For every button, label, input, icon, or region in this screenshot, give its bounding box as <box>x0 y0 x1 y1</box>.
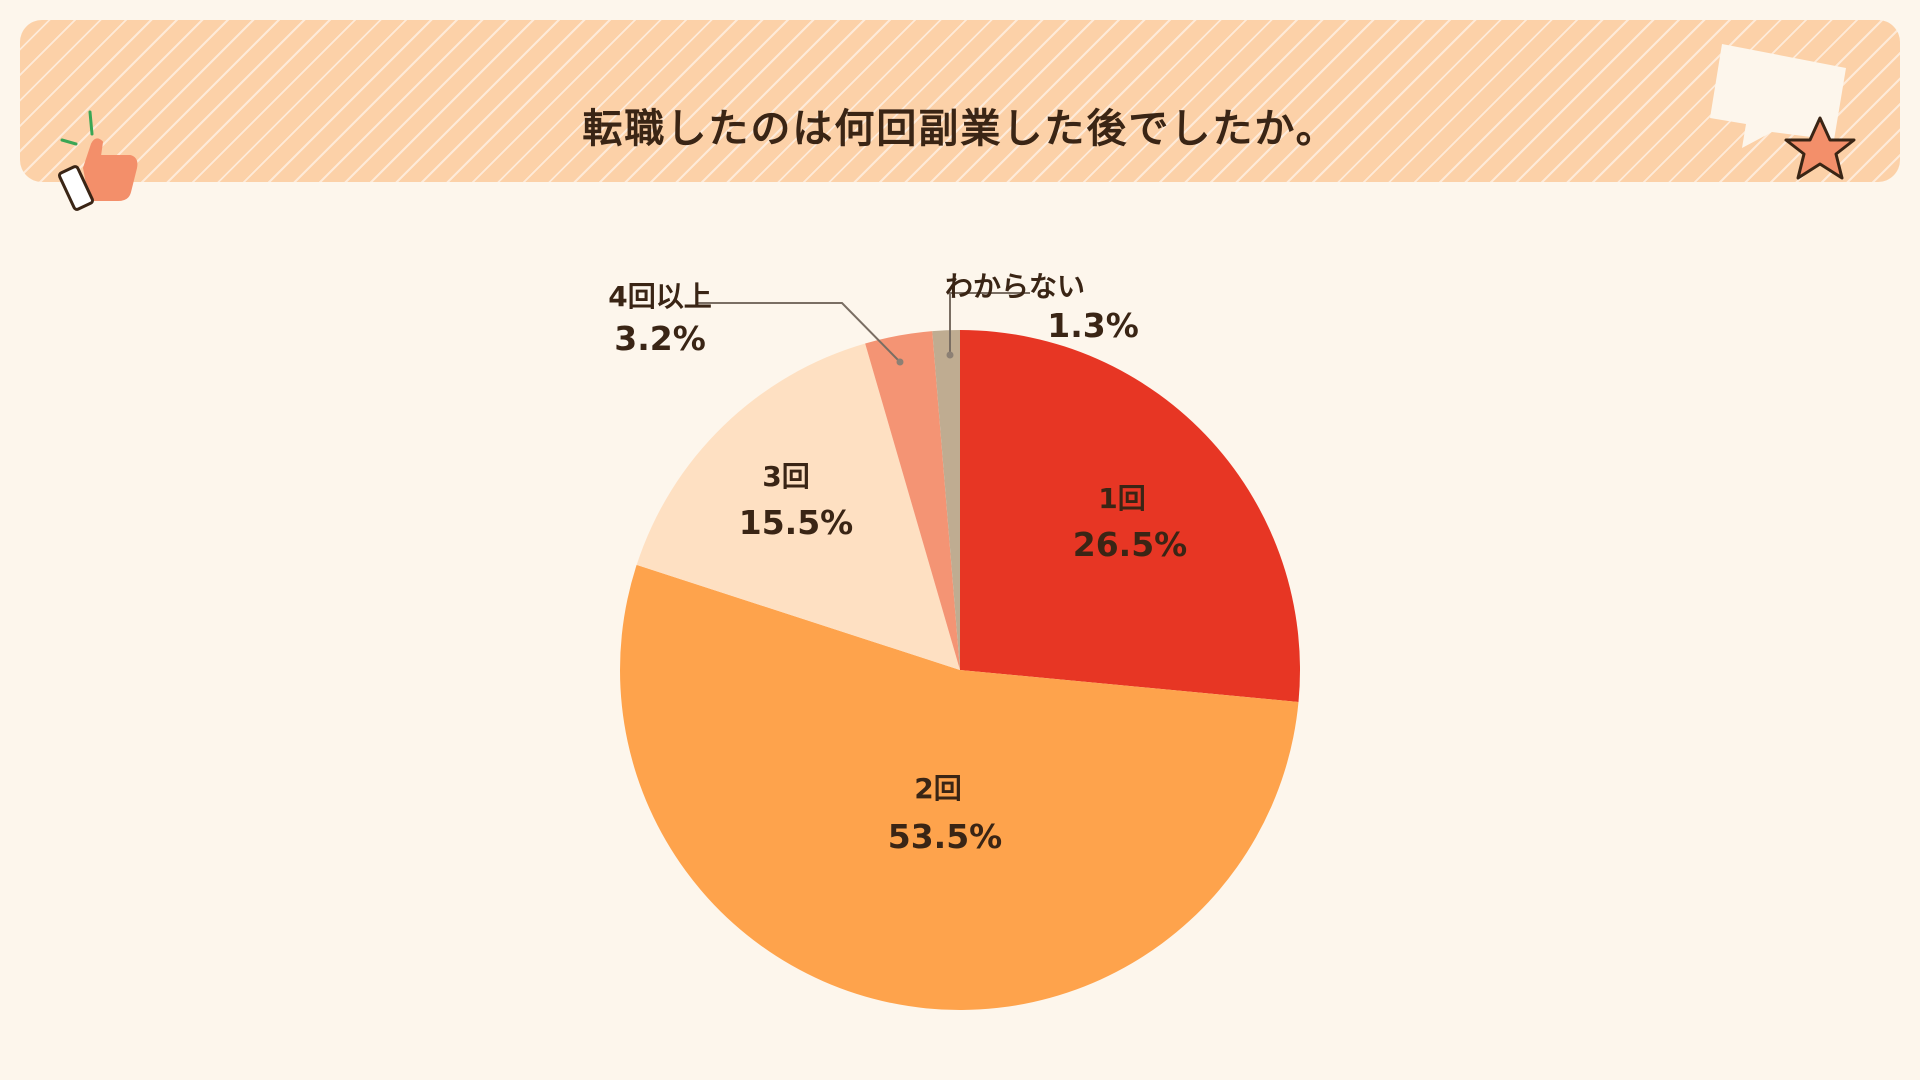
pie-slice-3 <box>636 343 960 670</box>
slice-value-1: 26.5% <box>1073 525 1188 564</box>
slice-label-1: 1回 <box>1098 482 1145 515</box>
pie-slice-4 <box>865 331 960 670</box>
leader-line-4 <box>696 302 901 363</box>
pie-slice-1 <box>960 330 1300 702</box>
speech-bubble-icon <box>1710 44 1856 180</box>
leader-line-5 <box>949 292 1030 355</box>
slice-value-5: 1.3% <box>1047 306 1139 345</box>
chart-title: 転職したのは何回副業した後でしたか。 <box>582 106 1338 152</box>
slice-value-3: 15.5% <box>739 503 854 542</box>
slice-value-4: 3.2% <box>614 319 706 358</box>
slice-label-2: 2回 <box>914 772 961 805</box>
slice-label-5: わからない <box>945 270 1085 303</box>
slice-label-4: 4回以上 <box>608 280 711 313</box>
title-banner: 転職したのは何回副業した後でしたか。 <box>20 20 1900 182</box>
slice-value-2: 53.5% <box>888 817 1003 856</box>
leader-dot-4 <box>896 358 904 366</box>
leader-dot-5 <box>946 351 954 359</box>
pie-slice-5 <box>932 330 960 670</box>
star-icon <box>1784 116 1856 180</box>
thumbs-up-icon <box>57 110 138 211</box>
pie-slice-2 <box>620 564 1299 1010</box>
slice-label-3: 3回 <box>762 460 809 493</box>
